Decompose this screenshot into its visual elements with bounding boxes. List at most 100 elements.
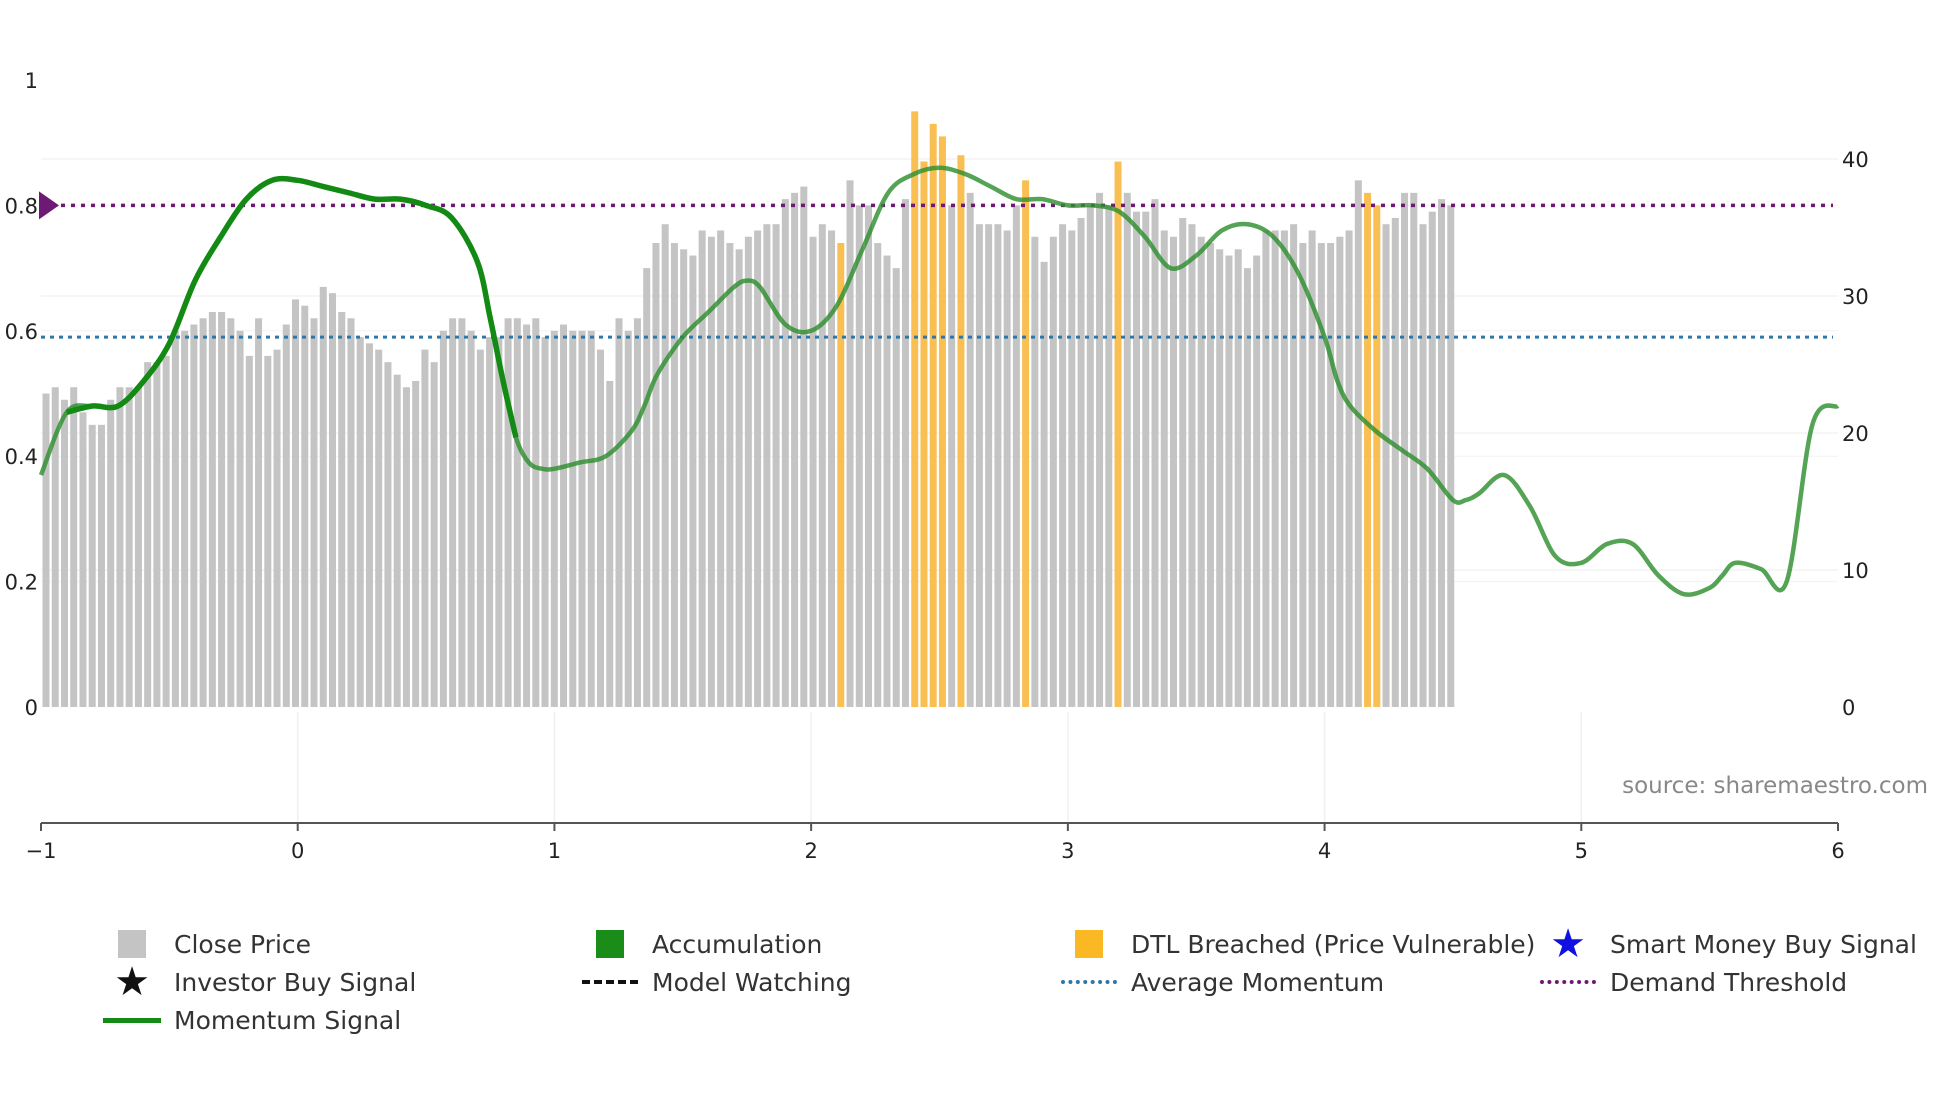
close-price-bar [430, 362, 438, 707]
close-price-bars [42, 111, 1455, 708]
breached-price-bar [911, 111, 919, 708]
close-price-bar [273, 349, 281, 707]
close-price-bar [791, 192, 799, 708]
close-price-bar [1160, 230, 1168, 708]
close-price-bar [218, 311, 226, 707]
close-price-bar [1290, 224, 1298, 707]
close-price-bar [338, 311, 346, 707]
breached-price-bar [1373, 205, 1381, 707]
close-price-bar [301, 305, 309, 707]
close-price-bar [633, 318, 641, 707]
close-price-bar [661, 224, 669, 707]
close-price-bar [532, 318, 540, 707]
close-price-bar [975, 224, 983, 707]
close-price-bar [375, 349, 383, 707]
close-price-bar [1179, 217, 1187, 707]
close-price-bar [818, 224, 826, 707]
close-price-bar [717, 230, 725, 708]
breached-price-bar [837, 243, 845, 707]
close-price-bar [735, 249, 743, 708]
close-price-bar [948, 205, 956, 707]
close-price-bar [698, 230, 706, 708]
right-tick-label: 20 [1842, 422, 1869, 446]
x-tick-label: 0 [291, 839, 304, 863]
close-price-bar [892, 268, 900, 707]
close-price-bar [670, 243, 678, 707]
close-price-bar [1437, 199, 1445, 707]
right-tick-label: 40 [1842, 148, 1869, 172]
close-price-bar [134, 387, 142, 707]
close-price-bar [550, 330, 558, 707]
close-price-bar [199, 318, 207, 707]
close-price-bar [227, 318, 235, 707]
close-price-bar [1216, 249, 1224, 708]
close-price-bar [356, 337, 364, 707]
close-price-bar [144, 362, 152, 707]
x-tick-label: −1 [26, 839, 57, 863]
close-price-bar [88, 424, 96, 707]
left-tick-label: 0.6 [5, 320, 38, 344]
close-price-bar [744, 236, 752, 707]
x-tick-label: 3 [1061, 839, 1074, 863]
close-price-bar [476, 349, 484, 707]
close-price-bar [412, 380, 420, 707]
close-price-bar [560, 324, 568, 707]
close-price-bar [245, 355, 253, 707]
x-tick-label: 4 [1318, 839, 1331, 863]
close-price-bar [994, 224, 1002, 707]
close-price-bar [809, 236, 817, 707]
close-price-bar [1234, 249, 1242, 708]
close-price-bar [865, 205, 873, 707]
close-price-bar [1086, 205, 1094, 707]
close-price-bar [1068, 230, 1076, 708]
close-price-bar [1197, 236, 1205, 707]
close-price-bar [1188, 224, 1196, 707]
close-price-bar [264, 355, 272, 707]
close-price-bar [541, 337, 549, 707]
close-price-bar [365, 343, 373, 707]
close-price-bar [966, 192, 974, 708]
close-price-bar [1096, 192, 1104, 708]
close-price-bar [328, 293, 336, 707]
right-tick-label: 10 [1842, 559, 1869, 583]
momentum-signal-highlight [65, 175, 519, 438]
close-price-bar [486, 337, 494, 707]
close-price-bar [1354, 180, 1362, 707]
breached-price-bar [957, 155, 965, 708]
close-price-bar [51, 387, 59, 707]
close-price-bar [1133, 211, 1141, 708]
close-price-bar [1253, 255, 1261, 707]
close-price-bar [846, 180, 854, 707]
close-price-bar [883, 255, 891, 707]
close-price-bar [1031, 236, 1039, 707]
close-price-bar [42, 393, 50, 707]
close-price-bar [1308, 230, 1316, 708]
close-price-bar [624, 330, 632, 707]
close-price-bar [1059, 224, 1067, 707]
close-price-bar [190, 324, 198, 707]
close-price-bar [1012, 205, 1020, 707]
close-price-bar [1262, 230, 1270, 708]
close-price-bar [310, 318, 318, 707]
breached-price-bar [1114, 161, 1122, 707]
close-price-bar [1345, 230, 1353, 708]
close-price-bar [116, 387, 124, 707]
close-price-bar [162, 355, 170, 707]
x-tick-label: 1 [548, 839, 561, 863]
breached-price-bar [1364, 192, 1372, 708]
reference-lines [39, 191, 1833, 339]
left-tick-label: 0.2 [5, 571, 38, 595]
close-price-bar [421, 349, 429, 707]
close-price-bar [171, 330, 179, 707]
close-price-bar [79, 412, 87, 707]
close-price-bar [467, 330, 475, 707]
close-price-bar [1391, 217, 1399, 707]
close-price-bar [1243, 268, 1251, 707]
close-price-bar [901, 199, 909, 707]
close-price-bar [449, 318, 457, 707]
source-label: source: sharemaestro.com [1622, 773, 1928, 799]
close-price-bar [282, 324, 290, 707]
x-tick-label: 5 [1575, 839, 1588, 863]
close-price-bar [60, 399, 68, 707]
left-tick-label: 0.8 [5, 194, 38, 218]
